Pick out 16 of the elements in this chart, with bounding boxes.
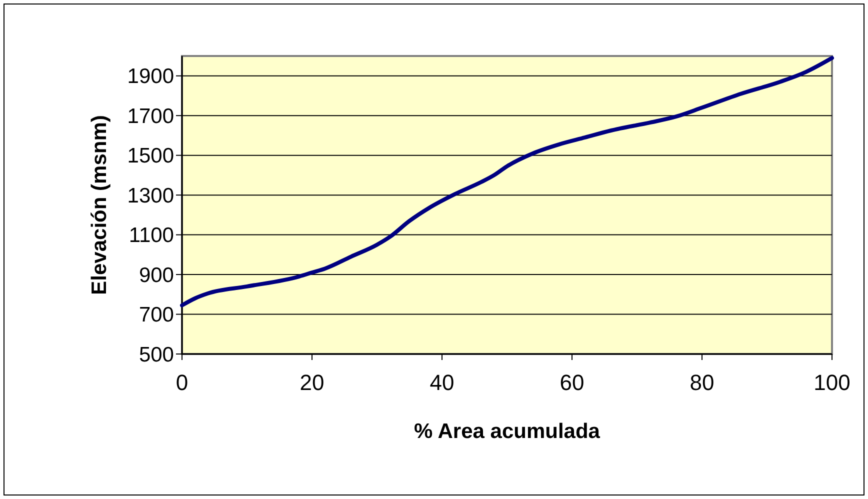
- y-tick-label: 500: [138, 343, 174, 366]
- y-tick-label: 1700: [127, 104, 174, 128]
- y-tick-label: 900: [138, 264, 174, 287]
- x-axis-title: % Area acumulada: [414, 420, 600, 443]
- y-tick-label: 1500: [127, 144, 174, 168]
- y-tick-label: 1300: [127, 184, 174, 208]
- x-tick-label: 40: [430, 370, 454, 395]
- x-tick-label: 0: [176, 370, 188, 395]
- y-tick-label: 1100: [128, 224, 174, 248]
- x-tick-label: 100: [814, 370, 850, 395]
- y-tick-label: 1900: [127, 65, 174, 88]
- y-axis-title: Elevación (msnm): [88, 115, 111, 295]
- x-tick-label: 80: [690, 370, 714, 395]
- x-tick-label: 20: [300, 370, 324, 395]
- x-tick-label: 60: [560, 370, 584, 395]
- y-tick-label: 700: [138, 304, 174, 327]
